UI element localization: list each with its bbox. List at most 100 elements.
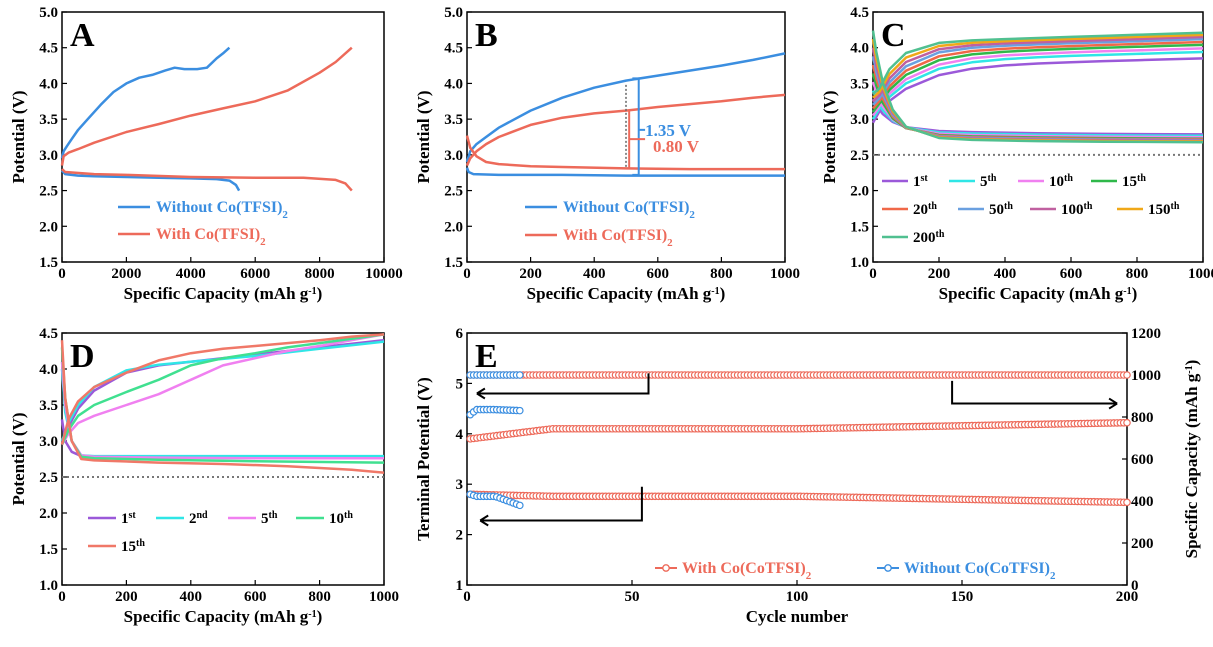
series-line xyxy=(61,168,353,192)
x-tick-label: 200 xyxy=(519,266,542,282)
x-tick-label: 0 xyxy=(463,266,471,282)
x-tick-label: 0 xyxy=(869,266,877,282)
x-tick-label: 150 xyxy=(951,589,974,605)
annotation-label: 1.35 V xyxy=(645,121,692,140)
arrowhead xyxy=(476,387,486,400)
x-tick-label: 0 xyxy=(463,589,471,605)
x-tick-label: 400 xyxy=(583,266,606,282)
x-axis-label: Specific Capacity (mAh g-1) xyxy=(124,284,323,303)
y-tick-label: 5 xyxy=(456,376,464,392)
x-tick-label: 10000 xyxy=(365,266,403,282)
legend-label: 10th xyxy=(329,510,353,528)
series-line xyxy=(465,167,785,177)
x-tick-label: 6000 xyxy=(240,266,270,282)
x-tick-label: 0 xyxy=(58,589,66,605)
y-axis-label: Potential (V) xyxy=(9,412,28,505)
y-tick-label: 3.0 xyxy=(39,434,58,450)
legend-label: 200th xyxy=(913,229,945,247)
x-tick-label: 200 xyxy=(928,266,951,282)
legend-label: 15th xyxy=(121,538,145,556)
arrow-to-left-axis xyxy=(476,373,650,395)
series-line xyxy=(60,419,384,459)
y-tick-label: 4 xyxy=(456,427,464,443)
y-tick-label: 6 xyxy=(456,326,464,342)
x-tick-label: 100 xyxy=(786,589,809,605)
y-tick-label: 3.0 xyxy=(444,148,463,164)
legend-label: 5th xyxy=(261,510,278,528)
y-tick-label: 4.0 xyxy=(39,76,58,92)
y-tick-label: 1.5 xyxy=(39,542,58,558)
y-tick-label: 2.5 xyxy=(444,184,463,200)
legend-label: 20th xyxy=(913,201,937,219)
y-tick-label: 2.5 xyxy=(850,148,869,164)
y-tick-label: 4.0 xyxy=(39,362,58,378)
x-tick-label: 2000 xyxy=(111,266,141,282)
series-line xyxy=(60,338,385,442)
x-tick-label: 1000 xyxy=(1188,266,1213,282)
series-line xyxy=(465,135,785,171)
y2-tick-label: 800 xyxy=(1131,410,1154,426)
y-tick-label: 4.0 xyxy=(850,41,869,57)
y-tick-label: 3.5 xyxy=(850,76,869,92)
data-point xyxy=(515,406,524,415)
legend-label: 15th xyxy=(1122,173,1146,191)
y-tick-label: 4.0 xyxy=(444,76,463,92)
y-tick-label: 4.5 xyxy=(444,41,463,57)
arrow-to-left-axis xyxy=(480,486,643,522)
panel-label: A xyxy=(70,17,95,54)
y-tick-label: 2.5 xyxy=(39,184,58,200)
series-line xyxy=(871,30,1204,144)
y-tick-label: 2.5 xyxy=(39,470,58,486)
y2-tick-label: 0 xyxy=(1131,578,1139,594)
y-tick-label: 1 xyxy=(456,578,464,594)
data-point xyxy=(515,371,524,379)
y-axis-label: Potential (V) xyxy=(414,90,433,183)
x-tick-label: 600 xyxy=(647,266,670,282)
y-axis-label: Potential (V) xyxy=(9,90,28,183)
x-tick-label: 4000 xyxy=(176,266,206,282)
y-tick-label: 1.5 xyxy=(39,255,58,271)
series-line xyxy=(465,93,786,167)
series-line xyxy=(872,35,1204,103)
y-axis-label: Potential (V) xyxy=(820,90,839,183)
y-tick-label: 1.0 xyxy=(850,255,869,271)
series-line xyxy=(871,90,1204,138)
y-tick-label: 3.5 xyxy=(39,112,58,128)
arrow-to-right-axis xyxy=(951,380,1118,405)
legend-label: Without Co(CoTFSI)2 xyxy=(904,560,1056,582)
x-tick-label: 600 xyxy=(1060,266,1083,282)
x-axis-label: Specific Capacity (mAh g-1) xyxy=(527,284,726,303)
series-line xyxy=(871,47,1204,117)
x-tick-label: 800 xyxy=(1126,266,1149,282)
arrowhead xyxy=(479,514,489,527)
panel-b: 0 200 400 600 800 1000 1.5 2.0 2.5 3.0 3.5 4.0 4.5 5.… xyxy=(414,5,800,303)
legend-label: 2nd xyxy=(189,510,208,528)
legend-label: 10th xyxy=(1049,173,1073,191)
y2-tick-label: 1200 xyxy=(1131,326,1161,342)
series-line xyxy=(465,52,786,163)
series-line xyxy=(60,46,353,166)
legend-label: With Co(TFSI)2 xyxy=(156,226,266,248)
y-tick-label: 2.0 xyxy=(39,506,58,522)
panel-a: 0 2000 4000 6000 8000 10000 1.5 2.0 2.5 3.0 3.5 4.0… xyxy=(9,5,403,303)
arrowhead xyxy=(1108,397,1118,410)
y-tick-label: 1.5 xyxy=(444,255,463,271)
legend-label: 5th xyxy=(980,173,997,191)
y-tick-label: 4.5 xyxy=(39,41,58,57)
series-line xyxy=(872,43,1204,113)
x-tick-label: 800 xyxy=(308,589,331,605)
x-tick-label: 0 xyxy=(58,266,66,282)
x-tick-label: 800 xyxy=(710,266,733,282)
y2-axis-label: Specific Capacity (mAh g-1) xyxy=(1182,360,1201,559)
y-tick-label: 5.0 xyxy=(444,5,463,21)
series-line xyxy=(60,340,385,442)
panel-label: B xyxy=(475,17,498,54)
data-point xyxy=(1123,498,1131,507)
legend-label: With Co(TFSI)2 xyxy=(563,227,673,249)
y-tick-label: 3.5 xyxy=(39,398,58,414)
y2-tick-label: 1000 xyxy=(1131,368,1161,384)
series-line xyxy=(872,33,1204,99)
x-tick-label: 1000 xyxy=(369,589,399,605)
y-tick-label: 4.5 xyxy=(39,326,58,342)
